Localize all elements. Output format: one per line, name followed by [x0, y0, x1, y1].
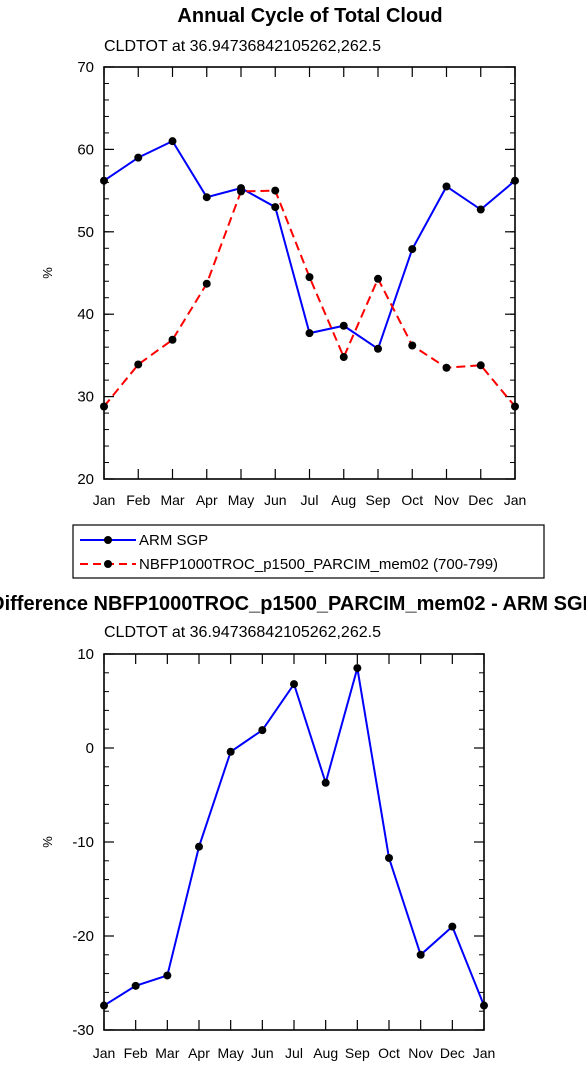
y-tick-label: 20: [77, 471, 94, 488]
y-tick-label: -20: [72, 928, 94, 945]
x-tick-label: Jun: [251, 1045, 274, 1061]
data-point: [305, 329, 314, 338]
x-tick-label: Mar: [160, 492, 184, 508]
x-tick-label: Feb: [126, 492, 150, 508]
data-point: [442, 363, 451, 372]
chart-subtitle: CLDTOT at 36.94736842105262,262.5: [104, 624, 381, 641]
y-tick-label: 40: [77, 306, 94, 323]
series-group: [100, 664, 488, 1010]
x-tick-label: Nov: [434, 492, 459, 508]
x-tick-label: Mar: [155, 1045, 179, 1061]
y-tick-label: 0: [86, 740, 94, 757]
data-point: [290, 680, 298, 689]
x-tick-label: Jan: [473, 1045, 496, 1061]
data-point: [134, 360, 143, 369]
legend-marker-model: [104, 560, 112, 568]
difference-chart: Difference NBFP1000TROC_p1500_PARCIM_mem…: [0, 593, 586, 1061]
data-point: [374, 344, 382, 353]
x-tick-label: Apr: [188, 1045, 210, 1061]
x-tick-label: Jan: [93, 492, 116, 508]
data-point: [416, 950, 425, 959]
legend-marker-arm-sgp: [104, 536, 112, 544]
chart-title: Difference NBFP1000TROC_p1500_PARCIM_mem…: [0, 593, 586, 615]
data-point: [339, 353, 348, 362]
data-point: [168, 335, 177, 344]
data-point: [305, 273, 314, 282]
x-tick-label: Aug: [331, 492, 356, 508]
data-point: [476, 205, 485, 214]
x-tick-label: Sep: [366, 492, 391, 508]
data-point: [134, 153, 143, 162]
data-point: [226, 747, 235, 756]
x-tick-label: Apr: [196, 492, 218, 508]
x-tick-label: Jan: [93, 1045, 116, 1061]
x-tick-label: Feb: [124, 1045, 148, 1061]
data-point: [480, 1001, 488, 1010]
data-point: [448, 922, 457, 931]
legend-box: [72, 524, 545, 579]
data-point: [131, 981, 140, 990]
data-point: [195, 842, 203, 851]
legend-label-arm-sgp: ARM SGP: [139, 532, 208, 549]
chart-subtitle: CLDTOT at 36.94736842105262,262.5: [104, 38, 381, 55]
y-tick-label: 50: [77, 224, 94, 241]
y-tick-label: -30: [72, 1022, 94, 1039]
x-tick-label: Oct: [401, 492, 423, 508]
data-point: [408, 245, 417, 254]
data-point: [476, 361, 485, 370]
data-point: [100, 176, 108, 185]
legend-label-model: NBFP1000TROC_p1500_PARCIM_mem02 (700-799…: [139, 556, 498, 573]
axis-ticks: -30 -20 -10 0 10 Jan Feb Mar Apr May Jun Jul Aug Sep O…: [72, 646, 495, 1061]
legend: ARM SGP NBFP1000TROC_p1500_PARCIM_mem02 …: [72, 524, 545, 579]
y-tick-label: 10: [77, 646, 94, 663]
data-point: [385, 853, 393, 862]
data-point: [374, 274, 382, 283]
x-tick-label: Jan: [504, 492, 527, 508]
data-point: [353, 664, 362, 673]
series-line-0: [103, 667, 485, 1007]
x-tick-label: Jun: [264, 492, 287, 508]
x-tick-label: Aug: [313, 1045, 338, 1061]
y-tick-label: -10: [72, 834, 94, 851]
data-point: [168, 137, 177, 146]
chart-title: Annual Cycle of Total Cloud: [177, 5, 442, 27]
data-point: [163, 971, 172, 980]
x-tick-label: Jul: [301, 492, 319, 508]
series-line-1: [103, 189, 516, 408]
x-tick-label: May: [217, 1045, 243, 1061]
series-line-0: [103, 139, 516, 351]
data-point: [100, 402, 108, 411]
data-point: [202, 279, 211, 288]
data-point: [511, 176, 519, 185]
data-point: [258, 726, 267, 735]
x-tick-label: May: [228, 492, 254, 508]
data-point: [271, 186, 280, 195]
data-point: [339, 321, 348, 330]
x-tick-label: Jul: [285, 1045, 303, 1061]
y-tick-label: 70: [77, 59, 94, 76]
x-tick-label: Nov: [408, 1045, 433, 1061]
data-point: [321, 778, 330, 787]
y-tick-label: 60: [77, 141, 94, 158]
series-group: [100, 137, 519, 411]
annual-cycle-chart: Annual Cycle of Total Cloud CLDTOT at 36…: [40, 5, 545, 579]
data-point: [408, 341, 417, 350]
plot-frame: [103, 66, 516, 480]
data-point: [511, 402, 519, 411]
x-tick-label: Sep: [345, 1045, 370, 1061]
y-axis-label: %: [40, 836, 55, 848]
axis-ticks: 20 30 40 50 60 70 Jan Feb Mar Apr May Jun Jul Aug Sep O…: [77, 59, 526, 508]
data-point: [271, 203, 280, 212]
data-point: [237, 187, 245, 196]
plot-frame: [103, 653, 485, 1031]
data-point: [202, 193, 211, 202]
x-tick-label: Oct: [378, 1045, 400, 1061]
y-tick-label: 30: [77, 389, 94, 406]
x-tick-label: Dec: [440, 1045, 465, 1061]
data-point: [442, 182, 451, 191]
data-point: [100, 1001, 108, 1010]
y-axis-label: %: [40, 267, 55, 279]
x-tick-label: Dec: [468, 492, 493, 508]
